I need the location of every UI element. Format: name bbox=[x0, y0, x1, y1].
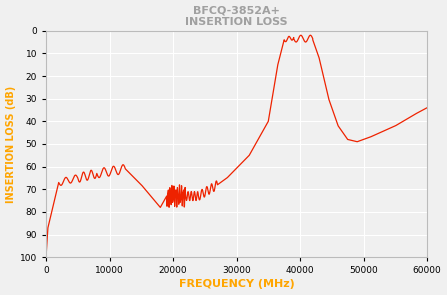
X-axis label: FREQUENCY (MHz): FREQUENCY (MHz) bbox=[179, 279, 295, 289]
Y-axis label: INSERTION LOSS (dB): INSERTION LOSS (dB) bbox=[5, 85, 16, 203]
Title: BFCQ-3852A+
INSERTION LOSS: BFCQ-3852A+ INSERTION LOSS bbox=[185, 6, 288, 27]
